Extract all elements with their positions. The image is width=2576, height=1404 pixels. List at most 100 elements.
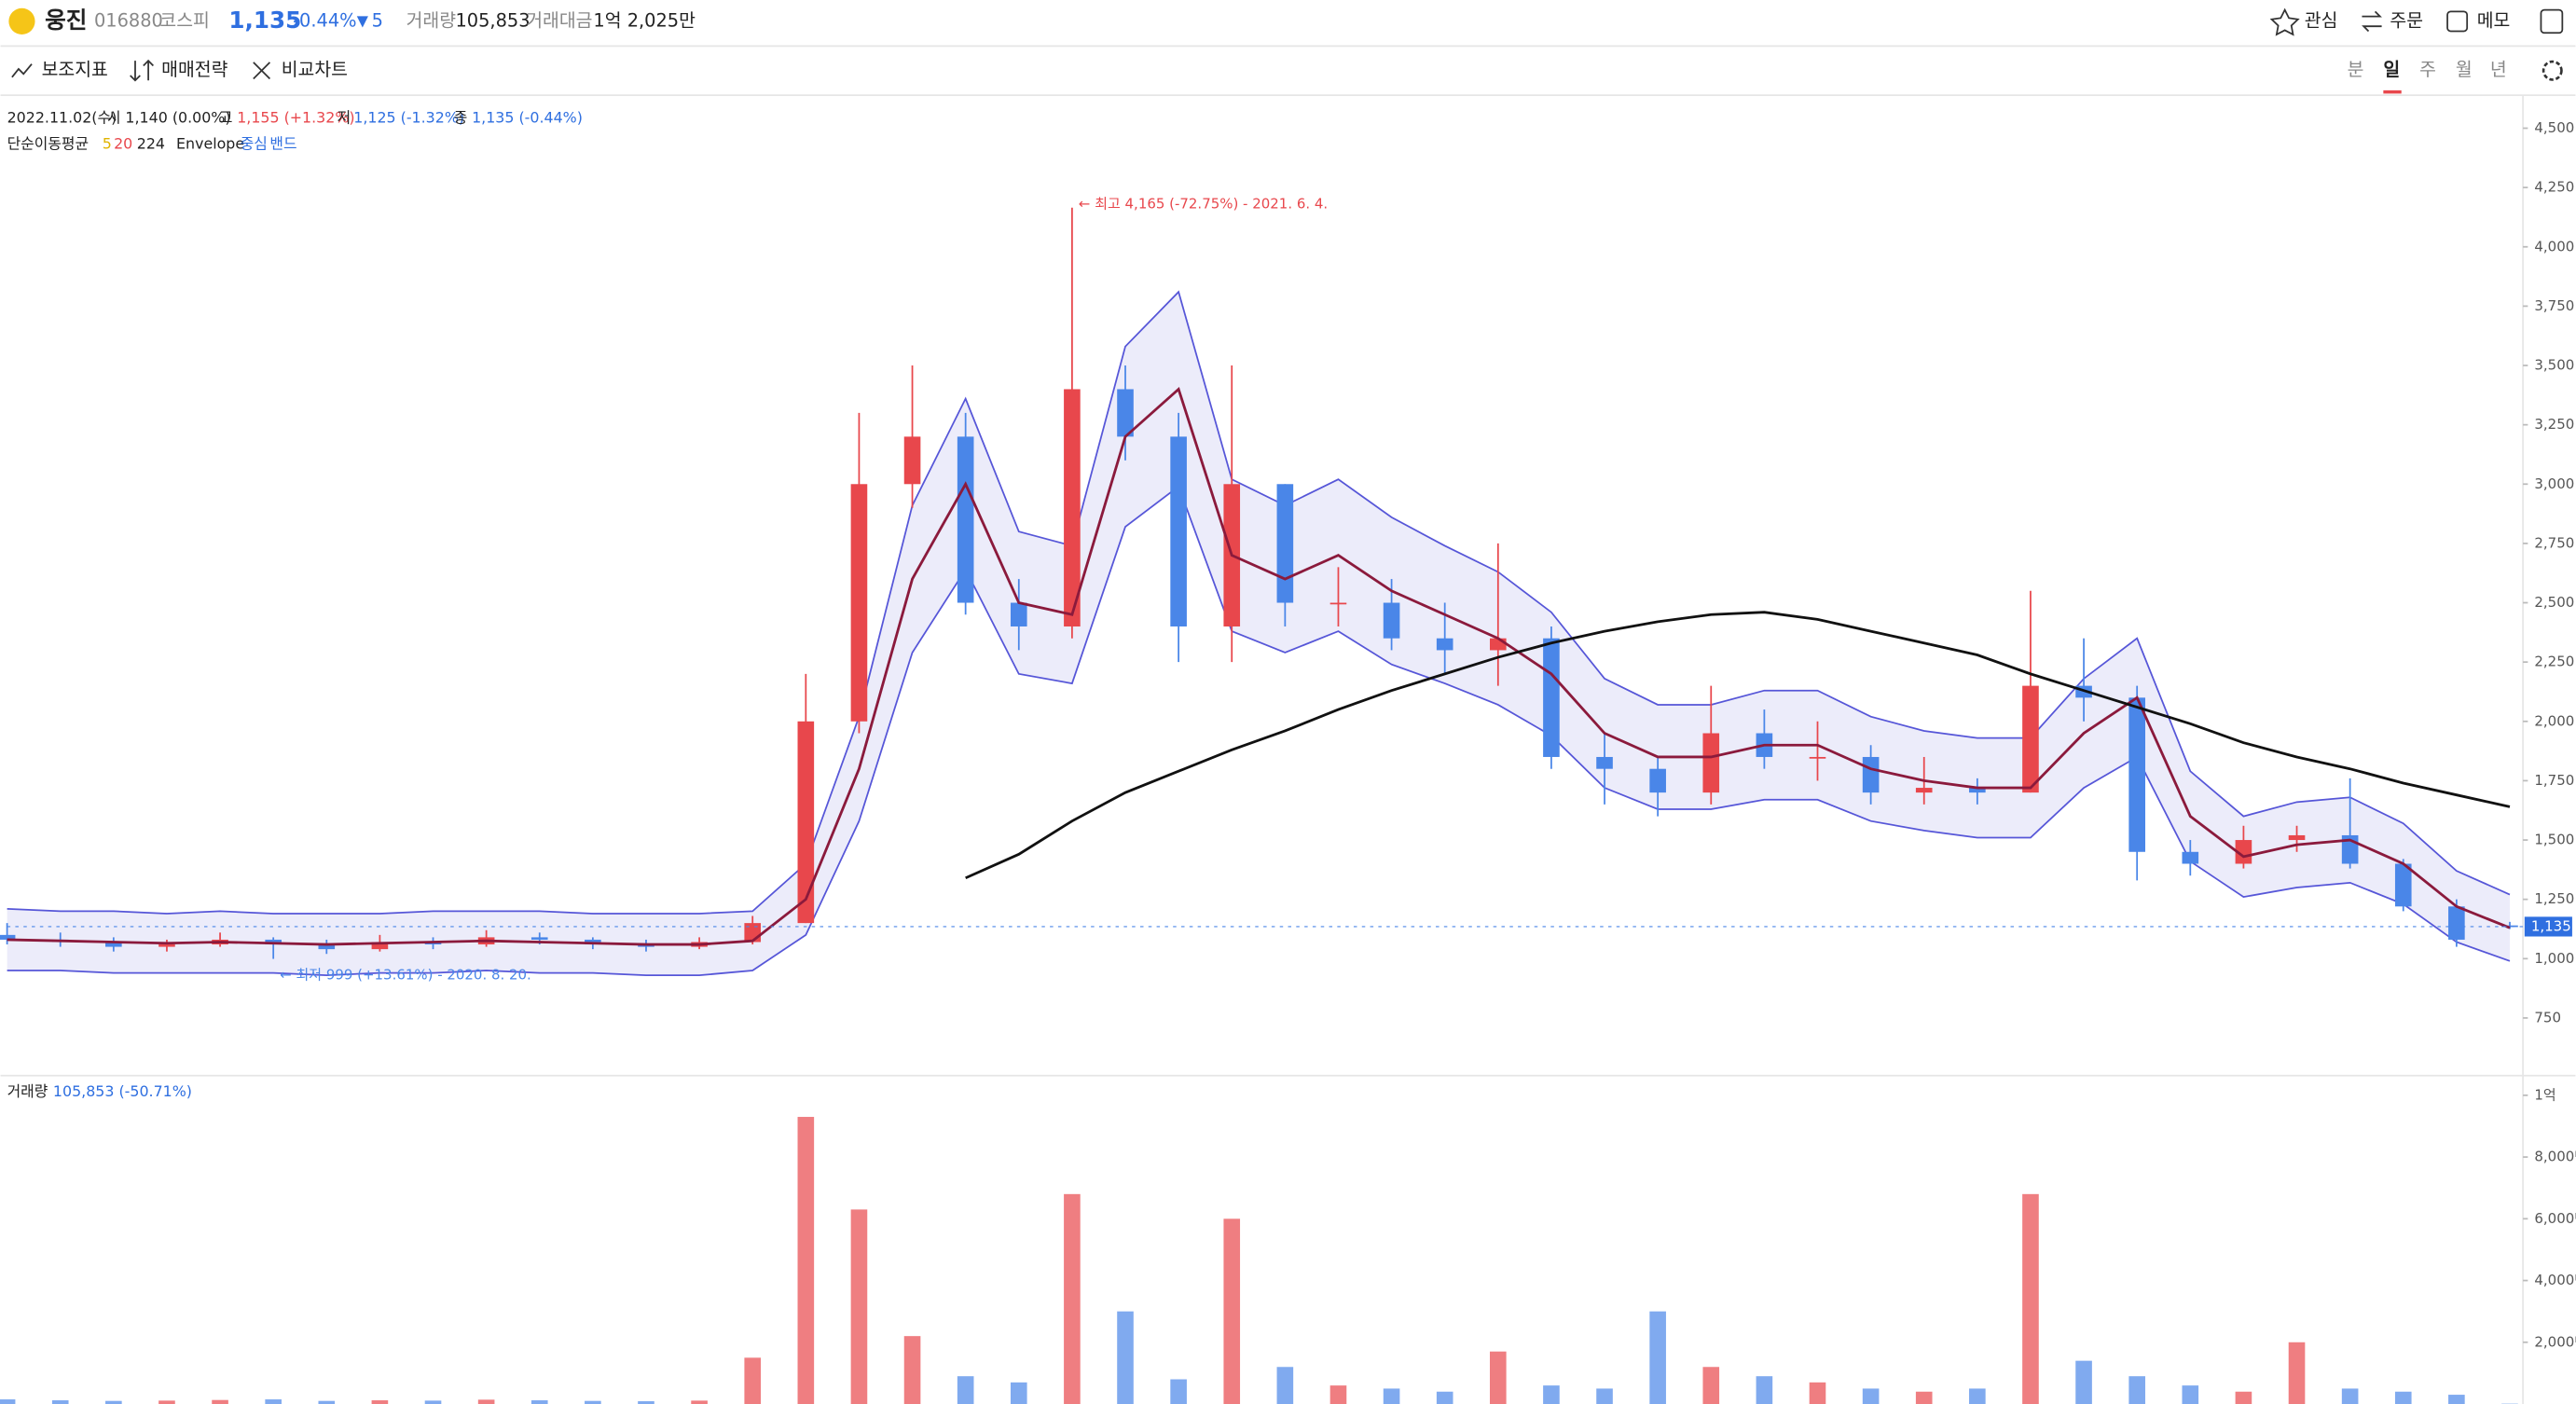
panel-icon[interactable] [2540, 8, 2564, 34]
stock-name: 웅진 [45, 7, 87, 34]
settings-icon[interactable] [2542, 60, 2563, 81]
volume-bar [2288, 1342, 2306, 1404]
candle-body [1490, 638, 1507, 651]
volume-bar [477, 1399, 495, 1404]
y-tick-label: 2,000만 [2534, 1333, 2576, 1350]
price: 1,135 [228, 7, 301, 34]
last-price-label: 1,135 [2531, 917, 2571, 934]
tool[interactable]: 매매전략 [161, 59, 227, 80]
envelope-line [7, 485, 2511, 977]
volume-bar [1383, 1388, 1400, 1404]
candle-body [2394, 863, 2412, 907]
tool-icon[interactable] [11, 63, 33, 78]
candle-body [318, 944, 336, 950]
info-value: 1,135 (-0.44%) [472, 108, 583, 126]
y-tick-label: 3,500 [2534, 357, 2574, 374]
info-label: 저 [337, 108, 351, 126]
period-underline [2383, 89, 2402, 94]
volume-bar [1117, 1311, 1134, 1404]
amount: 1억 2,025만 [593, 9, 696, 31]
tool[interactable]: 보조지표 [42, 59, 108, 80]
y-tick-label: 3,250 [2534, 416, 2574, 433]
tool[interactable]: 비교차트 [282, 59, 348, 80]
candle-body [2235, 840, 2252, 864]
period[interactable]: 년 [2490, 59, 2507, 80]
market: 코스피 [159, 9, 209, 31]
period[interactable]: 주 [2419, 59, 2436, 80]
volume-bar [1223, 1218, 1241, 1404]
period[interactable]: 월 [2456, 59, 2473, 80]
star-icon[interactable] [2269, 7, 2300, 36]
annotation-low: ← 최저 999 (+13.61%) - 2020. 8. 20. [280, 967, 531, 984]
candle-body [850, 484, 868, 722]
info-label: 시 [107, 108, 121, 126]
tool-icon[interactable] [130, 59, 154, 82]
volume-bar [1276, 1367, 1294, 1404]
envelope-line [7, 290, 2511, 915]
swap-icon[interactable] [2362, 10, 2382, 33]
period[interactable]: 분 [2348, 59, 2364, 80]
volume-bar [2448, 1395, 2465, 1404]
stock-code: 016880 [94, 9, 163, 31]
change: 5 [372, 9, 383, 31]
y-tick-label: 4,250 [2534, 179, 2574, 196]
volume-bar [1329, 1385, 1347, 1404]
candle-body [1010, 602, 1027, 626]
tool-icon[interactable] [253, 62, 271, 80]
candle-body [1649, 768, 1666, 793]
action[interactable]: 주문 [2390, 9, 2423, 31]
volume-bar [318, 1400, 336, 1404]
info-value: 1,125 (-1.32%) [353, 108, 464, 126]
candle-body [2022, 685, 2039, 793]
action[interactable]: 관심 [2305, 9, 2338, 31]
volume-bar [744, 1357, 762, 1404]
volume-bar [1596, 1388, 1613, 1404]
legend-label: 단순이동평균 [7, 135, 89, 153]
volume-label: 거래량 [406, 9, 457, 31]
volume-bar [2394, 1391, 2412, 1404]
candle-body [1436, 638, 1453, 651]
volume-bar [1862, 1388, 1880, 1404]
legend-item: 밴드 [269, 135, 296, 153]
candle-body [1064, 389, 1081, 626]
period-active[interactable]: 일 [2383, 59, 2400, 80]
candle-body [530, 937, 548, 940]
envelope-fill [7, 292, 2510, 976]
volume-value: 105,853 (-50.71%) [53, 1082, 192, 1100]
volume-bar [1543, 1385, 1560, 1404]
y-tick-label: 2,000 [2534, 712, 2574, 729]
y-tick-label: 1,000 [2534, 950, 2574, 967]
volume-bar [1969, 1388, 1986, 1404]
candle-body [1915, 788, 1933, 793]
info-label: 고 [219, 108, 233, 126]
volume-bar [530, 1400, 548, 1404]
candle-body [1117, 389, 1134, 437]
candle-body [2501, 925, 2518, 928]
candle-body [1170, 436, 1187, 626]
y-tick-label: 4,500 [2534, 119, 2574, 136]
y-tick-label: 2,250 [2534, 654, 2574, 670]
candle-body [158, 944, 175, 947]
volume-bar [1064, 1193, 1081, 1404]
volume-bar [903, 1336, 921, 1404]
candle-body [903, 436, 921, 485]
change-arrow: ▼ [357, 11, 369, 29]
candle-body [371, 942, 389, 950]
volume-bar [51, 1400, 69, 1404]
volume-bar [1490, 1351, 1507, 1404]
volume-bar [1649, 1311, 1666, 1404]
memo-icon[interactable] [2446, 10, 2469, 33]
amount-label: 거래대금 [526, 9, 592, 31]
volume-bar [1702, 1367, 1720, 1404]
info-value: 1,155 (+1.32%) [237, 108, 354, 126]
y-tick-label: 1억 [2534, 1086, 2555, 1103]
volume-bar [371, 1400, 389, 1404]
action[interactable]: 메모 [2477, 9, 2511, 31]
change-pct: -0.44% [293, 9, 356, 31]
y-tick-label: 2,500 [2534, 594, 2574, 611]
volume-bar [2182, 1385, 2199, 1404]
candle-body [2288, 834, 2306, 841]
info-value: 1,140 (0.00%) [125, 108, 230, 126]
volume-bar [424, 1400, 442, 1404]
